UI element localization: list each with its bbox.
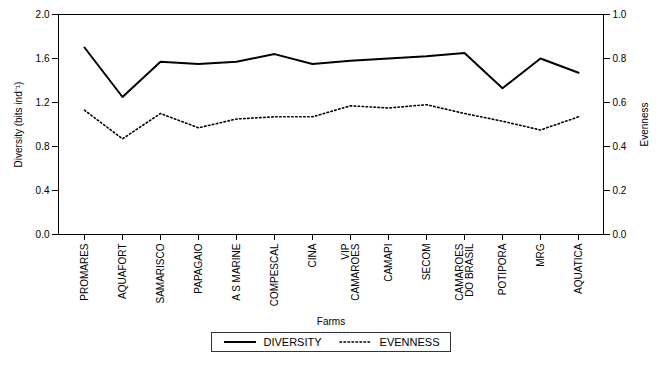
svg-text:0.4: 0.4 <box>613 141 627 152</box>
svg-text:CAMAPI: CAMAPI <box>383 244 394 282</box>
svg-text:0.6: 0.6 <box>613 97 627 108</box>
svg-text:0.8: 0.8 <box>36 141 50 152</box>
svg-text:Farms: Farms <box>317 316 345 327</box>
svg-text:0.4: 0.4 <box>36 185 50 196</box>
svg-text:0.2: 0.2 <box>613 185 627 196</box>
svg-text:COMPESCAL: COMPESCAL <box>269 243 280 306</box>
svg-text:PAPAGAIO: PAPAGAIO <box>193 243 204 293</box>
svg-text:A S MARINE: A S MARINE <box>231 243 242 301</box>
svg-text:SAMARISCO: SAMARISCO <box>155 243 166 303</box>
svg-text:Diversity (bits ind⁻¹): Diversity (bits ind⁻¹) <box>13 82 24 168</box>
svg-text:MRG: MRG <box>535 243 546 267</box>
svg-text:0.8: 0.8 <box>613 53 627 64</box>
svg-text:AQUATICA: AQUATICA <box>573 243 584 294</box>
svg-text:1.2: 1.2 <box>36 97 50 108</box>
svg-text:1.0: 1.0 <box>613 9 627 20</box>
svg-text:CINA: CINA <box>307 243 318 267</box>
svg-text:Evenness: Evenness <box>639 103 650 147</box>
svg-text:SECOM: SECOM <box>421 244 432 281</box>
svg-text:POTIPORA: POTIPORA <box>497 243 508 295</box>
html-text:EVENNESS: EVENNESS <box>379 336 440 348</box>
svg-text:PROMARES: PROMARES <box>79 243 90 301</box>
svg-text:VIPCAMAROES: VIPCAMAROES <box>340 243 361 301</box>
svg-text:1.6: 1.6 <box>36 53 50 64</box>
svg-text:0.0: 0.0 <box>36 229 50 240</box>
svg-text:CAMAROESDO BRASIL: CAMAROESDO BRASIL <box>454 243 475 301</box>
svg-text:AQUAFORT: AQUAFORT <box>117 244 128 299</box>
html-text:DIVERSITY: DIVERSITY <box>263 336 322 348</box>
svg-text:2.0: 2.0 <box>36 9 50 20</box>
svg-text:0.0: 0.0 <box>613 229 627 240</box>
